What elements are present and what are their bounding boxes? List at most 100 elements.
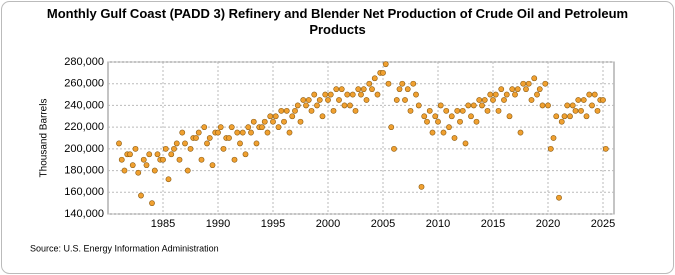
point bbox=[160, 156, 166, 163]
point bbox=[468, 113, 474, 120]
y-tick-label: 260,000 bbox=[64, 78, 104, 90]
point bbox=[278, 107, 285, 114]
point bbox=[217, 124, 224, 131]
point bbox=[506, 113, 513, 120]
point bbox=[580, 97, 587, 103]
point bbox=[514, 86, 521, 93]
point bbox=[198, 156, 205, 163]
x-tick-label: 2020 bbox=[536, 218, 560, 230]
point bbox=[451, 135, 458, 141]
point bbox=[237, 140, 243, 147]
point bbox=[206, 135, 213, 141]
point bbox=[253, 140, 260, 147]
point bbox=[437, 102, 444, 109]
point bbox=[333, 86, 340, 93]
point bbox=[391, 145, 397, 152]
point bbox=[201, 124, 208, 131]
point bbox=[248, 129, 254, 136]
point bbox=[261, 118, 268, 125]
point bbox=[602, 145, 609, 152]
point bbox=[388, 124, 395, 131]
point bbox=[116, 140, 122, 147]
point bbox=[259, 124, 265, 131]
point bbox=[520, 80, 527, 87]
point bbox=[187, 145, 194, 152]
point bbox=[325, 97, 331, 103]
chart-title: Monthly Gulf Coast (PADD 3) Refinery and… bbox=[46, 6, 629, 37]
point bbox=[465, 102, 472, 109]
point bbox=[182, 140, 188, 147]
point bbox=[289, 113, 296, 120]
point bbox=[553, 113, 560, 120]
point bbox=[567, 113, 573, 120]
point bbox=[305, 97, 312, 103]
point bbox=[138, 192, 144, 199]
x-tick-label: 2025 bbox=[591, 218, 615, 230]
point bbox=[292, 107, 298, 114]
point bbox=[476, 97, 483, 103]
point bbox=[286, 129, 293, 136]
point bbox=[135, 169, 142, 176]
point bbox=[303, 102, 309, 109]
x-tick-label: 2010 bbox=[426, 218, 450, 230]
point bbox=[242, 151, 249, 158]
point bbox=[525, 80, 532, 87]
point bbox=[487, 91, 494, 98]
point bbox=[432, 113, 439, 120]
point bbox=[509, 86, 516, 93]
point bbox=[407, 107, 414, 114]
point bbox=[179, 129, 186, 136]
point bbox=[220, 145, 227, 152]
point bbox=[127, 151, 133, 158]
point bbox=[531, 75, 538, 82]
point bbox=[421, 113, 428, 120]
point bbox=[569, 102, 576, 109]
point bbox=[448, 113, 455, 120]
point bbox=[184, 167, 191, 174]
point bbox=[457, 118, 463, 125]
point bbox=[481, 97, 488, 103]
point bbox=[498, 86, 505, 93]
point bbox=[239, 129, 246, 136]
point bbox=[270, 118, 276, 125]
point bbox=[143, 162, 150, 169]
point bbox=[352, 107, 359, 114]
point bbox=[558, 118, 565, 125]
point bbox=[344, 91, 351, 98]
point bbox=[349, 91, 356, 98]
y-tick-label: 140,000 bbox=[64, 208, 104, 220]
point bbox=[140, 156, 147, 163]
point bbox=[294, 102, 301, 109]
point bbox=[358, 91, 364, 98]
y-tick-label: 180,000 bbox=[64, 164, 104, 176]
point bbox=[385, 80, 392, 87]
point bbox=[151, 167, 158, 174]
point bbox=[443, 107, 450, 114]
point bbox=[322, 91, 329, 98]
point bbox=[564, 102, 571, 109]
point bbox=[118, 156, 125, 163]
point bbox=[479, 102, 485, 109]
point bbox=[314, 102, 320, 109]
point bbox=[523, 86, 529, 93]
point bbox=[550, 135, 557, 141]
point bbox=[495, 107, 502, 114]
point bbox=[330, 107, 337, 114]
y-tick-label: 220,000 bbox=[64, 121, 104, 133]
point bbox=[363, 97, 370, 103]
point bbox=[470, 102, 477, 109]
point bbox=[454, 107, 461, 114]
point bbox=[492, 91, 499, 98]
point bbox=[600, 97, 606, 103]
point bbox=[399, 80, 406, 87]
point bbox=[534, 91, 540, 98]
point bbox=[300, 97, 307, 103]
point bbox=[165, 176, 172, 183]
x-tick-label: 1995 bbox=[261, 218, 285, 230]
point bbox=[380, 69, 386, 76]
point bbox=[176, 156, 183, 163]
point bbox=[338, 86, 345, 93]
point bbox=[473, 118, 480, 125]
point bbox=[226, 135, 232, 141]
